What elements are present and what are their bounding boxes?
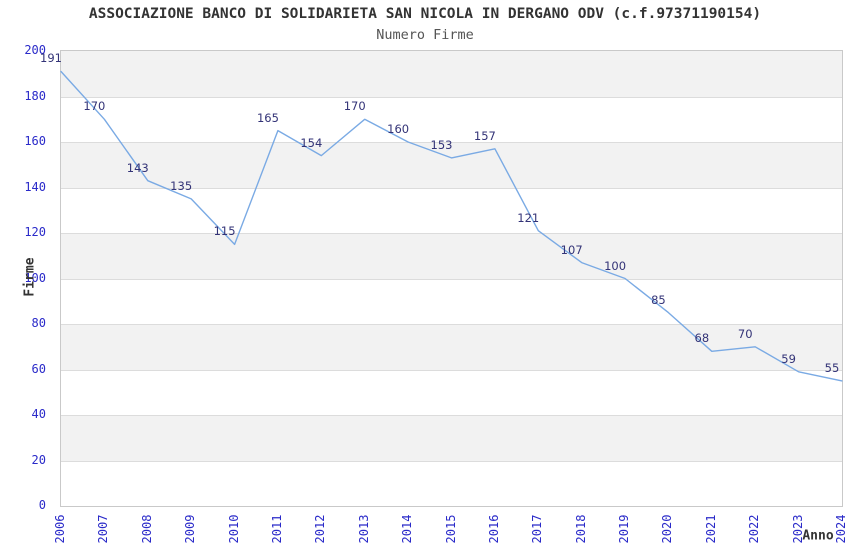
x-tick-label: 2024 [834,514,848,544]
x-tick-label: 2007 [96,514,111,544]
gridline [61,233,842,234]
y-tick-label: 0 [38,498,46,512]
x-tick-label: 2012 [313,514,328,544]
x-tick-label: 2018 [573,514,588,544]
point-label: 59 [781,351,796,366]
point-label: 55 [824,360,840,375]
point-label: 70 [737,326,753,341]
gridline [61,142,842,143]
x-tick-label: 2006 [53,514,67,544]
point-label: 143 [126,160,149,175]
x-tick-label: 2022 [747,514,762,544]
x-tick-label: 2019 [617,514,632,544]
point-label: 115 [213,224,236,239]
gridline [61,187,842,189]
point-label: 135 [170,178,193,193]
point-label: 170 [343,99,366,114]
x-axis-title: Anno [802,528,834,544]
point-label: 154 [300,135,323,150]
point-label: 85 [651,292,666,307]
y-tick-label: 120 [24,225,46,239]
x-tick-label: 2016 [486,514,501,544]
x-tick-label: 2011 [269,514,284,544]
point-label: 165 [256,110,279,125]
gridline [61,96,842,98]
grid-band [61,324,842,370]
y-tick-label: 80 [31,316,46,330]
y-tick-label: 20 [31,452,46,467]
point-label: 68 [694,331,710,346]
x-tick-label: 2008 [139,514,154,544]
point-label: 157 [473,128,496,143]
grid-band [61,142,842,188]
x-tick-label: 2010 [226,514,241,544]
y-tick-label: 160 [24,134,46,148]
y-tick-label: 60 [31,361,46,376]
gridline [61,278,842,280]
grid-band [61,233,842,279]
point-label: 191 [40,51,62,66]
y-axis-title: Firme [22,257,38,297]
plot-area [60,50,843,507]
x-tick-label: 2013 [356,514,371,544]
gridline [61,460,842,462]
y-tick-label: 100 [24,270,46,285]
grid-band [61,415,842,461]
gridline [61,415,842,416]
gridline [61,369,842,371]
chart-subtitle: Numero Firme [376,27,474,43]
point-label: 160 [387,122,410,136]
point-label: 121 [517,210,540,225]
y-tick-label: 140 [24,179,46,194]
point-label: 170 [83,99,106,114]
gridline [61,324,842,325]
y-tick-label: 200 [24,43,46,57]
x-tick-label: 2009 [183,514,198,544]
grid-band [61,51,842,97]
chart-title: ASSOCIAZIONE BANCO DI SOLIDARIETA SAN NI… [88,6,762,22]
x-tick-label: 2014 [400,514,415,544]
x-tick-label: 2015 [443,514,458,544]
point-label: 153 [430,137,453,152]
x-tick-label: 2021 [703,514,718,544]
y-tick-label: 40 [31,407,46,421]
point-label: 100 [604,258,627,273]
point-label: 107 [560,242,583,257]
series-line-layer [60,70,843,382]
x-tick-label: 2020 [660,514,675,544]
series-line [60,70,843,382]
x-tick-label: 2017 [530,514,545,544]
y-tick-label: 180 [24,88,46,103]
